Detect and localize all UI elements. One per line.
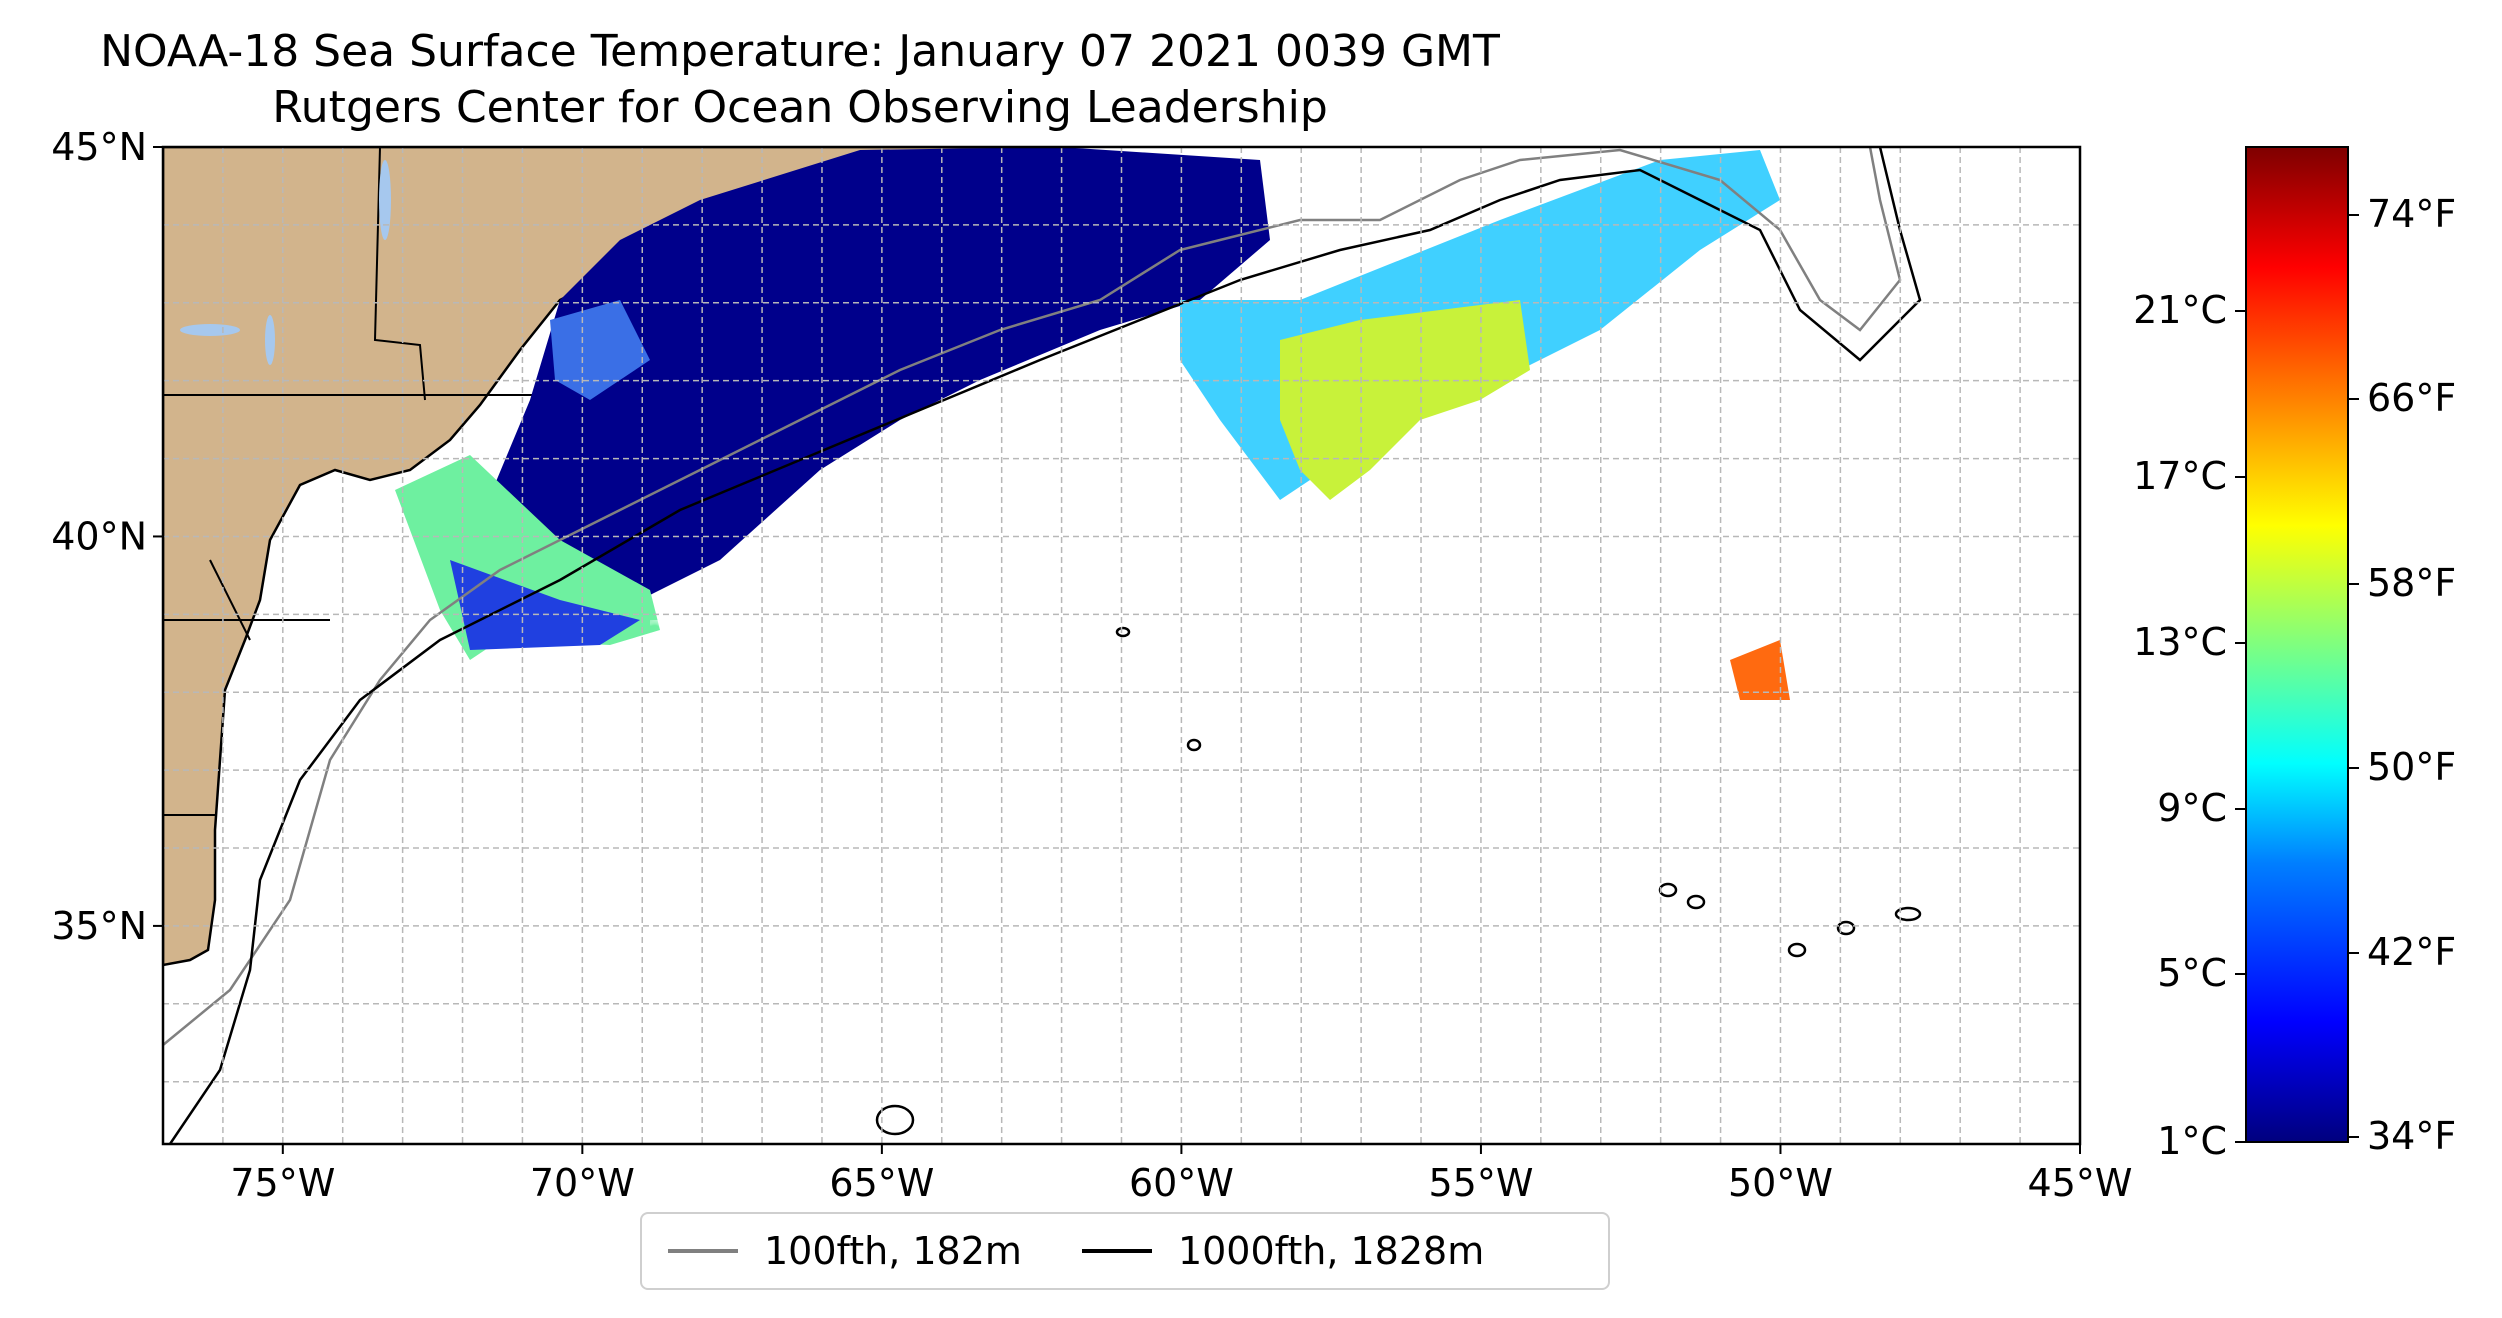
- lon-tick-label: 65°W: [829, 1161, 934, 1205]
- colorbar-celsius-label: 5°C: [2157, 951, 2227, 995]
- colorbar-celsius-label: 17°C: [2133, 454, 2227, 498]
- legend-item-100fth: 100fth, 182m: [668, 1229, 1022, 1273]
- lon-tick-label: 50°W: [1728, 1161, 1833, 1205]
- colorbar-fahrenheit-label: 34°F: [2367, 1114, 2457, 1158]
- colorbar-fahrenheit-label: 50°F: [2367, 745, 2457, 789]
- lat-tick-label: 45°N: [51, 125, 147, 169]
- legend: 100fth, 182m 1000fth, 1828m: [640, 1212, 1610, 1290]
- colorbar-celsius-tick: [2235, 642, 2245, 644]
- legend-swatch-1000fth: [1081, 1249, 1152, 1253]
- colorbar-celsius-tick: [2235, 1141, 2245, 1143]
- colorbar-celsius-label: 9°C: [2157, 786, 2227, 830]
- colorbar-fahrenheit-tick: [2349, 398, 2359, 400]
- graticule-grid: [163, 147, 2080, 1144]
- colorbar-celsius-label: 21°C: [2133, 288, 2227, 332]
- colorbar-fahrenheit-tick: [2349, 952, 2359, 954]
- lon-tick-label: 55°W: [1428, 1161, 1533, 1205]
- lakes: [180, 160, 391, 365]
- map-title: NOAA-18 Sea Surface Temperature: January…: [100, 26, 1500, 77]
- lon-tick-label: 45°W: [2028, 1161, 2133, 1205]
- colorbar-fahrenheit-tick: [2349, 1136, 2359, 1138]
- colorbar-fahrenheit-tick: [2349, 583, 2359, 585]
- lon-tick-label: 70°W: [530, 1161, 635, 1205]
- temperature-colorbar: [2245, 146, 2349, 1143]
- sst-data: [395, 147, 1800, 1144]
- colorbar-fahrenheit-label: 42°F: [2367, 930, 2457, 974]
- longitude-axis: 75°W 70°W 65°W 60°W 55°W 50°W 45°W: [230, 1144, 2132, 1205]
- isobath-100fth: [163, 147, 1902, 1046]
- colorbar-fahrenheit-label: 74°F: [2367, 192, 2457, 236]
- colorbar-celsius-tick: [2235, 476, 2245, 478]
- colorbar-fahrenheit-label: 58°F: [2367, 561, 2457, 605]
- colorbar-celsius-label: 1°C: [2157, 1119, 2227, 1163]
- lon-tick-label: 75°W: [230, 1161, 335, 1205]
- colorbar-celsius-tick: [2235, 808, 2245, 810]
- legend-swatch-100fth: [668, 1249, 738, 1253]
- isobath-1000fth: [168, 147, 1922, 1144]
- legend-label-100fth: 100fth, 182m: [764, 1229, 1022, 1273]
- state-borders: [163, 147, 560, 816]
- legend-label-1000fth: 1000fth, 1828m: [1177, 1229, 1485, 1273]
- latitude-axis: 45°N 40°N 35°N: [51, 125, 163, 948]
- colorbar-celsius-label: 13°C: [2133, 620, 2227, 664]
- lat-tick-label: 40°N: [51, 514, 147, 558]
- map-subtitle: Rutgers Center for Ocean Observing Leade…: [272, 82, 1328, 133]
- lat-tick-label: 35°N: [51, 904, 147, 948]
- colorbar-celsius-tick: [2235, 973, 2245, 975]
- legend-item-1000fth: 1000fth, 1828m: [1081, 1229, 1485, 1273]
- colorbar-fahrenheit-label: 66°F: [2367, 376, 2457, 420]
- colorbar-celsius-tick: [2235, 310, 2245, 312]
- colorbar-fahrenheit-tick: [2349, 767, 2359, 769]
- colorbar-fahrenheit-tick: [2349, 214, 2359, 216]
- lon-tick-label: 60°W: [1129, 1161, 1234, 1205]
- map-frame: [161, 145, 2082, 1146]
